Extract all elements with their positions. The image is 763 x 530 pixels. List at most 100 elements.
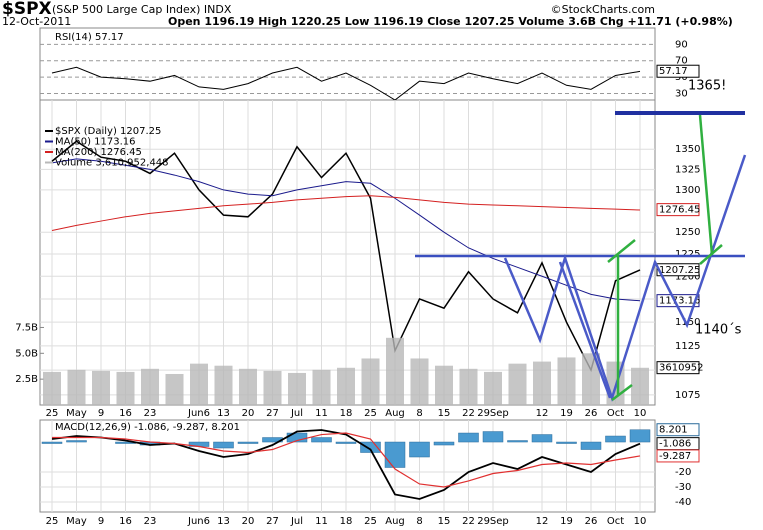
value-box-label: 8.201 [659,425,688,436]
y-tick-label: 1125 [675,341,700,352]
histogram-bar [409,441,430,458]
x-tick-label: 12 [536,516,549,527]
y2-tick-label: 2.5B [15,374,38,385]
x-tick-label: 16 [119,516,132,527]
y-tick-label: 1350 [675,144,700,155]
macd-frame [39,419,656,513]
x-tick-label: 16 [119,408,132,419]
panel-label: MACD(12,26,9) -1.086, -9.287, 8.201 [55,422,240,433]
x-tick-label: Jul [290,408,303,419]
value-box [656,449,700,463]
value-box [656,423,700,437]
x-tick-label: 26 [585,516,598,527]
volume-bar [459,368,478,405]
x-tick-label: 27 [266,408,279,419]
x-tick-label: 18 [340,408,353,419]
x-tick-label: 9 [98,516,104,527]
legend-entry: $SPX (Daily) 1207.25 [55,126,161,137]
x-tick-label: 22 [462,408,475,419]
x-tick-label: Oct [607,408,624,419]
volume-bar [165,373,184,405]
y-tick-label: 1225 [675,249,700,260]
series-line [52,432,641,488]
y2-tick-label: 5.0B [15,348,38,359]
value-box-label: 1276.45 [659,205,700,216]
value-box [656,361,700,375]
value-box-label: 3610952 [659,363,704,374]
credit: ©StockCharts.com [551,3,655,16]
volume-bar [435,365,453,405]
x-tick-label: Jun6 [187,408,210,419]
subtitle: (S&P 500 Large Cap Index) INDX [52,3,232,16]
histogram-bar [605,435,626,443]
x-tick-label: 26 [585,408,598,419]
value-box [656,203,700,217]
volume-bar [190,363,208,405]
annotation: 1140´s [695,323,742,338]
x-tick-label: 23 [144,516,157,527]
series-line [51,429,641,500]
volume-bar [508,363,527,405]
x-tick-label: 22 [462,516,475,527]
symbol: $SPX [2,0,52,19]
histogram-bar [335,441,357,444]
y-tick-label: -30 [675,482,691,493]
x-tick-label: Jul [290,516,303,527]
histogram-bar [311,437,332,443]
x-tick-label: 20 [242,408,255,419]
value-box-label: -9.287 [659,451,691,462]
histogram-bar [580,441,602,450]
volume-bar [582,353,600,405]
volume-bar [361,358,380,405]
y-tick-label: 1300 [675,185,700,196]
histogram-bar [433,441,455,446]
histogram-bar [213,441,234,449]
value-box-label: 1207.25 [659,265,700,276]
quote: Open 1196.19 High 1220.25 Low 1196.19 Cl… [168,15,733,28]
rsi-frame [39,27,656,101]
y-tick-label: 1075 [675,390,700,401]
x-tick-label: Aug [385,516,405,527]
y-tick-label: 1250 [675,227,700,238]
y-tick-label: 90 [675,39,688,50]
volume-bar [239,368,257,405]
x-tick-label: 25 [364,408,377,419]
annotation-drawing [415,111,747,403]
value-box-label: 57.17 [659,66,688,77]
x-tick-label: 10 [634,516,647,527]
value-box-label: 1173.16 [659,296,700,307]
volume-bar [43,371,61,405]
x-tick-label: 25 [46,516,59,527]
x-tick-label: 18 [340,516,353,527]
volume-bar [116,371,135,405]
annotation: 1365! [688,79,726,94]
volume-bar [337,367,355,405]
x-tick-label: 13 [217,516,230,527]
volume-bar [557,357,576,405]
x-tick-label: May [66,516,87,527]
x-tick-label: 10 [634,408,647,419]
x-tick-label: 13 [217,408,230,419]
y-tick-label: 30 [675,88,688,99]
x-tick-label: 15 [438,408,451,419]
volume-bar [92,370,110,405]
y-tick-label: 1325 [675,164,700,175]
x-tick-label: 15 [438,516,451,527]
x-tick-label: 12 [536,408,549,419]
histogram-bar [458,432,479,443]
x-tick-label: Oct [607,516,624,527]
value-box-label: -1.086 [659,439,691,450]
x-tick-label: 11 [315,408,328,419]
volume-bar [214,365,233,405]
x-tick-label: 19 [560,408,573,419]
value-box [656,64,700,78]
histogram-bar [482,431,504,443]
x-tick-label: 19 [560,516,573,527]
series-line [51,195,641,231]
x-tick-label: 9 [98,408,104,419]
x-tick-label: 11 [315,516,328,527]
histogram-bar [629,429,651,443]
y2-tick-label: 7.5B [15,322,38,333]
histogram-bar [237,441,259,444]
volume-bar [484,371,502,405]
